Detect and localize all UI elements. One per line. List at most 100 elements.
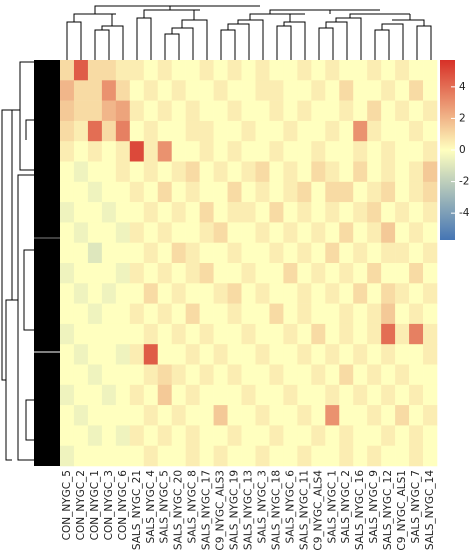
heatmap-cell — [129, 344, 145, 365]
heatmap-cell — [143, 161, 159, 183]
heatmap-cell — [199, 80, 214, 101]
heatmap-cell — [101, 80, 117, 101]
heatmap-cell — [367, 303, 382, 325]
heatmap-cell — [87, 445, 103, 467]
heatmap-cell — [353, 405, 368, 426]
heatmap-cell — [60, 80, 75, 101]
heatmap-cell — [367, 425, 382, 446]
heatmap-cell — [101, 323, 117, 345]
heatmap-cell — [60, 384, 75, 406]
heatmap-cell — [367, 60, 382, 81]
heatmap-cell — [185, 141, 200, 162]
heatmap-cell — [283, 323, 298, 345]
heatmap-cell — [241, 263, 256, 284]
heatmap-cell — [311, 100, 326, 122]
heatmap-cell — [213, 445, 228, 467]
heatmap-cell — [227, 60, 242, 81]
heatmap-cell — [171, 60, 186, 81]
heatmap-cell — [339, 405, 354, 426]
heatmap-cell — [409, 263, 424, 284]
heatmap-cell — [297, 120, 312, 142]
heatmap-cell — [283, 344, 298, 365]
heatmap-cell — [143, 445, 159, 467]
heatmap-cell — [353, 222, 368, 243]
heatmap-cell — [339, 80, 354, 101]
heatmap-cell — [115, 344, 131, 365]
heatmap-cell — [283, 100, 298, 122]
heatmap-cell — [311, 161, 326, 183]
heatmap-cell — [367, 120, 382, 142]
heatmap-cell — [283, 445, 298, 467]
heatmap-cell — [143, 364, 159, 386]
heatmap-cell — [185, 303, 200, 325]
heatmap-cell — [325, 445, 340, 467]
heatmap-cell — [325, 344, 340, 365]
heatmap-cell — [87, 100, 103, 122]
heatmap-cell — [241, 283, 256, 304]
heatmap-cell — [255, 80, 270, 101]
heatmap-cell — [269, 445, 284, 467]
heatmap-cell — [381, 242, 396, 264]
heatmap-cell — [325, 405, 340, 426]
heatmap-cell — [213, 344, 228, 365]
heatmap-cell — [241, 141, 256, 162]
heatmap-cell — [423, 100, 438, 122]
column-label: SALS_NYGC_14 — [424, 470, 436, 550]
heatmap-cell — [367, 100, 382, 122]
heatmap-cell — [115, 384, 131, 406]
heatmap-cell — [367, 323, 382, 345]
heatmap-cell — [241, 202, 256, 223]
heatmap-cell — [129, 445, 145, 467]
heatmap-cell — [339, 263, 354, 284]
heatmap-cell — [171, 364, 186, 386]
heatmap-cell — [227, 181, 242, 203]
heatmap-cell — [213, 242, 228, 264]
heatmap-cell — [297, 303, 312, 325]
heatmap-cell — [269, 405, 284, 426]
column-label: SALS_NYGC_17 — [201, 470, 213, 550]
heatmap-cell — [297, 405, 312, 426]
heatmap-cell — [213, 283, 228, 304]
heatmap-cell — [115, 60, 131, 81]
heatmap-cell — [157, 60, 173, 81]
heatmap-cell — [353, 242, 368, 264]
heatmap-cell — [381, 202, 396, 223]
colorbar-tick-label: 0 — [459, 144, 466, 156]
heatmap-cell — [199, 303, 214, 325]
heatmap-cell — [255, 161, 270, 183]
heatmap-cell — [227, 364, 242, 386]
column-label: SALS_NYGC_20 — [173, 470, 185, 550]
heatmap-cell — [395, 323, 410, 345]
heatmap-cell — [353, 120, 368, 142]
heatmap-cell — [241, 60, 256, 81]
heatmap-cell — [227, 141, 242, 162]
heatmap-cell — [60, 100, 75, 122]
heatmap-cell — [157, 141, 173, 162]
heatmap-cell — [339, 364, 354, 386]
heatmap-cell — [297, 344, 312, 365]
heatmap-cell — [241, 323, 256, 345]
heatmap-cell — [381, 445, 396, 467]
heatmap-cell — [353, 384, 368, 406]
heatmap-cell — [297, 263, 312, 284]
heatmap-cell — [185, 445, 200, 467]
heatmap-cell — [297, 161, 312, 183]
heatmap-cell — [325, 242, 340, 264]
heatmap-cell — [213, 384, 228, 406]
heatmap-cell — [199, 364, 214, 386]
heatmap-cell — [409, 344, 424, 365]
heatmap-cell — [325, 80, 340, 101]
heatmap-cell — [87, 263, 103, 284]
heatmap-cell — [73, 263, 89, 284]
column-label: CON_NYGC_2 — [75, 470, 87, 540]
heatmap-cell — [213, 181, 228, 203]
heatmap-cell — [367, 344, 382, 365]
heatmap-cell — [73, 222, 89, 243]
heatmap-cell — [325, 161, 340, 183]
heatmap-cell — [423, 242, 438, 264]
heatmap-cell — [171, 263, 186, 284]
heatmap-cell — [241, 120, 256, 142]
heatmap-cell — [381, 384, 396, 406]
heatmap-cell — [255, 60, 270, 81]
heatmap-cell — [185, 80, 200, 101]
